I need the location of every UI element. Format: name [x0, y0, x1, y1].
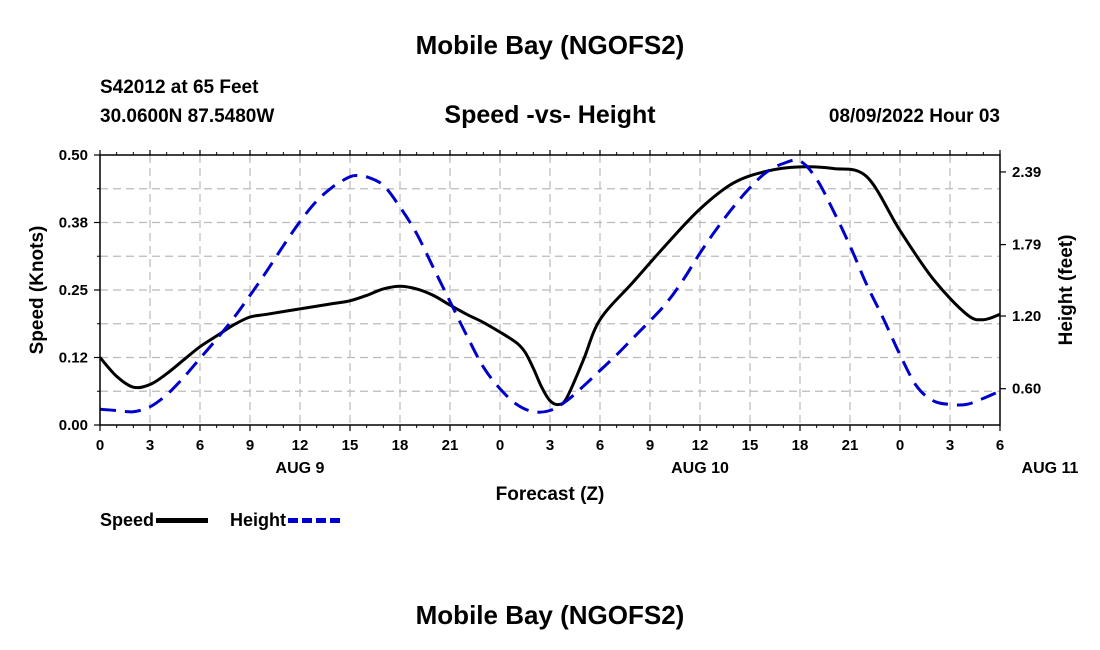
legend-height: Height: [230, 509, 340, 531]
x-tick-label: 21: [442, 437, 459, 454]
y-tick-label: 0.00: [59, 417, 88, 434]
chart-title: Mobile Bay (NGOFS2): [415, 30, 685, 60]
x-tick-label: 6: [596, 437, 604, 454]
x-tick-label: 12: [692, 437, 709, 454]
y-axis-title: Speed (Knots): [27, 226, 48, 355]
x-tick-label: 18: [392, 437, 409, 454]
x-tick-label: 0: [496, 437, 504, 454]
legend-height-label: Height: [230, 509, 286, 530]
x-tick-label: 15: [342, 437, 359, 454]
x-axis-title: Forecast (Z): [496, 484, 605, 505]
station-coordinates: 30.0600N 87.5480W: [100, 106, 275, 127]
legend-height-swatch: [288, 517, 340, 523]
series-lines: [100, 158, 1000, 414]
y2-tick-label: 1.20: [1012, 308, 1041, 325]
x-tick-label: 21: [842, 437, 859, 454]
x-tick-label: 15: [742, 437, 759, 454]
y2-tick-label: 2.39: [1012, 164, 1041, 181]
x-tick-label: 9: [246, 437, 254, 454]
footer-title: Mobile Bay (NGOFS2): [415, 600, 685, 630]
forecast-datetime: 08/09/2022 Hour 03: [828, 106, 1000, 127]
x-tick-label: 3: [146, 437, 154, 454]
x-tick-label: 9: [646, 437, 654, 454]
x-tick-label: 6: [196, 437, 204, 454]
y-tick-label: 0.12: [59, 350, 88, 367]
series-line-height: [100, 158, 1000, 414]
axes: 0 3 6 9 12 15 18 21 0 3 6 9 12 15 18 21 0 3 6 AUG 9 AUG 10 AU…: [59, 147, 1079, 477]
y-tick-label: 0.38: [59, 215, 88, 232]
y-tick-label: 0.50: [59, 147, 88, 164]
y2-axis-title: Height (feet): [1056, 235, 1077, 346]
grid-lines: [100, 155, 1000, 425]
x-tick-label: 0: [896, 437, 904, 454]
x-tick-label: 3: [946, 437, 954, 454]
date-label: AUG 10: [671, 460, 729, 477]
x-tick-label: 12: [292, 437, 309, 454]
chart-subtitle: Speed -vs- Height: [444, 101, 656, 129]
legend-speed-swatch: [156, 517, 209, 523]
x-tick-label: 3: [546, 437, 554, 454]
legend-speed-label: Speed: [100, 509, 155, 530]
y2-tick-label: 0.60: [1012, 381, 1041, 398]
date-label: AUG 11: [1022, 460, 1079, 477]
station-label: S42012 at 65 Feet: [100, 77, 259, 98]
x-tick-label: 0: [96, 437, 104, 454]
legend-speed: Speed: [100, 509, 209, 531]
y2-tick-label: 1.79: [1012, 237, 1041, 254]
date-label: AUG 9: [276, 460, 325, 477]
x-tick-label: 6: [996, 437, 1004, 454]
x-tick-label: 18: [792, 437, 809, 454]
y-tick-label: 0.25: [59, 282, 88, 299]
